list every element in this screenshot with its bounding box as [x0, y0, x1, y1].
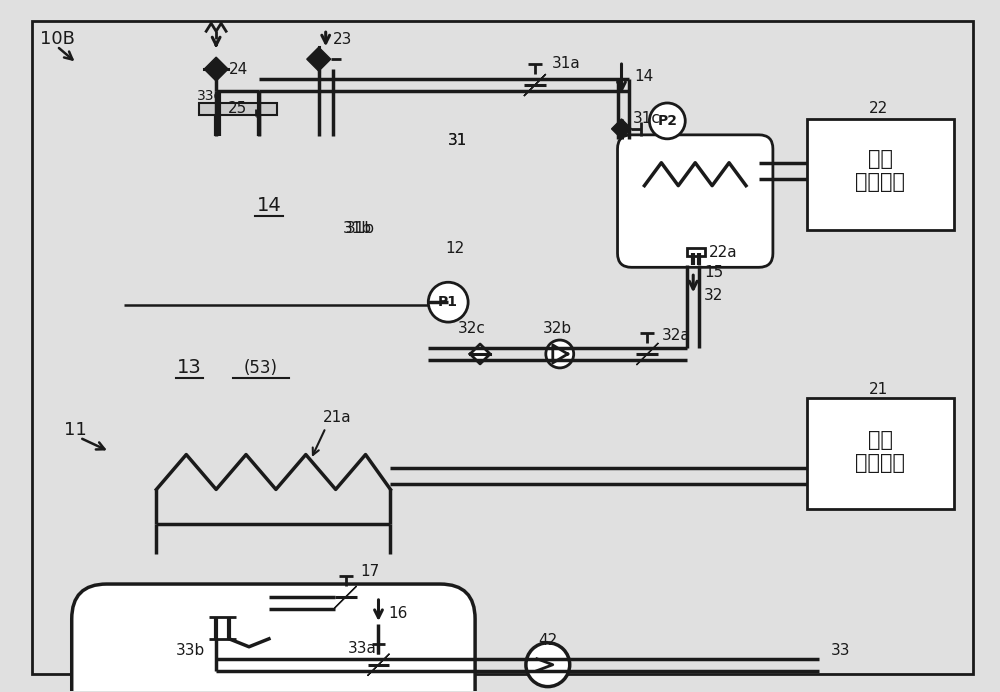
Text: 32b: 32b: [543, 320, 572, 336]
FancyBboxPatch shape: [618, 135, 773, 267]
Text: 17: 17: [361, 563, 380, 579]
Text: 32c: 32c: [458, 320, 486, 336]
Text: 31a: 31a: [552, 55, 581, 71]
Text: 33: 33: [831, 644, 850, 658]
Text: 第二
加热装置: 第二 加热装置: [855, 149, 905, 192]
Text: 33a: 33a: [348, 641, 377, 656]
Text: 21: 21: [869, 382, 888, 397]
Text: 31b: 31b: [346, 221, 375, 236]
Polygon shape: [335, 586, 357, 608]
Text: 第一
加热装置: 第一 加热装置: [855, 430, 905, 473]
Text: 24: 24: [229, 62, 248, 77]
Text: 23: 23: [333, 32, 352, 47]
Text: 14: 14: [257, 196, 281, 215]
Circle shape: [428, 282, 468, 322]
Text: 33c: 33c: [197, 89, 222, 103]
Text: 31c: 31c: [632, 111, 660, 127]
Circle shape: [546, 340, 574, 368]
Text: P2: P2: [657, 114, 677, 128]
Text: 10B: 10B: [40, 30, 75, 48]
Text: 12: 12: [445, 241, 464, 256]
Text: 32: 32: [704, 288, 724, 302]
Text: 13: 13: [177, 358, 202, 377]
Bar: [687, 248, 705, 256]
Text: 42: 42: [538, 633, 557, 648]
Text: 15: 15: [704, 265, 723, 280]
Circle shape: [526, 643, 570, 686]
Text: 31: 31: [448, 134, 468, 148]
Text: 22: 22: [869, 102, 888, 116]
Text: 16: 16: [388, 606, 408, 621]
Text: 25: 25: [227, 102, 247, 116]
Text: 22a: 22a: [709, 245, 738, 260]
Text: 31: 31: [448, 134, 468, 148]
Polygon shape: [636, 343, 658, 365]
Text: 31b: 31b: [343, 221, 372, 236]
Polygon shape: [368, 654, 389, 675]
Text: P1: P1: [438, 295, 458, 309]
Polygon shape: [524, 74, 546, 96]
Polygon shape: [470, 344, 490, 364]
Text: (53): (53): [244, 359, 278, 377]
Polygon shape: [204, 57, 228, 81]
Bar: [807, 398, 954, 509]
Bar: [199, 103, 277, 115]
Text: 11: 11: [64, 421, 87, 439]
Text: 33b: 33b: [176, 644, 206, 658]
Text: 32a: 32a: [661, 327, 690, 343]
Polygon shape: [612, 119, 631, 139]
Polygon shape: [307, 47, 331, 71]
FancyBboxPatch shape: [72, 584, 475, 692]
Bar: [807, 119, 954, 230]
Circle shape: [649, 103, 685, 139]
Text: 14: 14: [634, 69, 654, 84]
Text: 21a: 21a: [323, 410, 351, 425]
